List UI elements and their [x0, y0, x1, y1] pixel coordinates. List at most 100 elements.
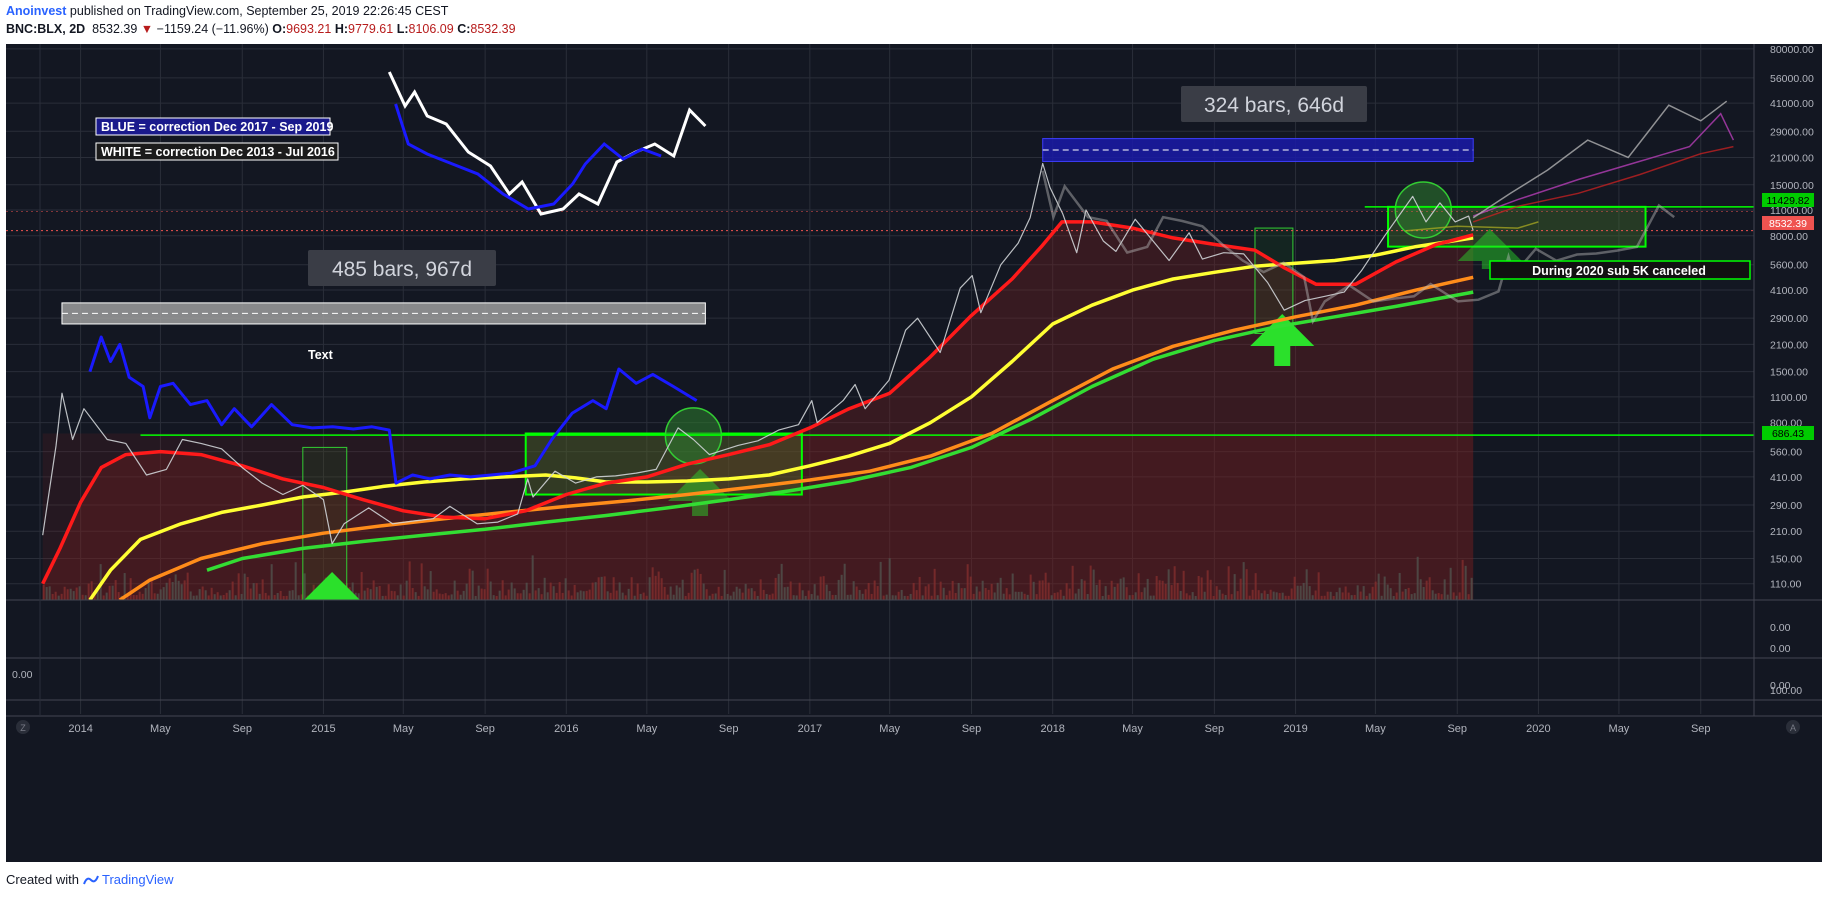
- volume-bar: [423, 586, 426, 600]
- series-blue-fractal: [88, 335, 698, 485]
- y-tick-label: 2100.00: [1770, 339, 1808, 351]
- volume-bar: [564, 578, 567, 600]
- volume-bar: [363, 590, 366, 600]
- volume-bar: [1272, 591, 1275, 600]
- volume-bar: [1269, 589, 1272, 600]
- volume-bar: [1020, 591, 1023, 600]
- volume-bar: [420, 563, 423, 600]
- legend-white[interactable]: WHITE = correction Dec 2013 - Jul 2016: [95, 142, 339, 161]
- series-ma-orange: [118, 275, 1474, 600]
- series-layer: [41, 100, 1735, 600]
- volume-bar: [1032, 581, 1035, 600]
- a-icon: A: [1790, 723, 1796, 733]
- x-tick-label: 2014: [68, 723, 92, 735]
- volume-bar: [1143, 587, 1146, 600]
- range-label-1[interactable]: 485 bars, 967d: [308, 250, 496, 286]
- volume-bar: [1377, 573, 1380, 600]
- volume-bar: [1458, 592, 1461, 600]
- volume-bar: [195, 595, 198, 600]
- volume-bar: [867, 582, 870, 600]
- volume-bar: [1278, 593, 1281, 600]
- volume-bar: [300, 594, 303, 600]
- volume-bar: [1263, 590, 1266, 600]
- zoom-reset-button[interactable]: Z: [16, 720, 30, 734]
- volume-bar: [1206, 570, 1209, 600]
- volume-bar: [879, 561, 882, 600]
- volume-bar: [714, 593, 717, 600]
- mini-blue-fractal: [394, 103, 662, 211]
- volume-bar: [834, 594, 837, 600]
- volume-bar: [555, 592, 558, 600]
- volume-bar: [1434, 593, 1437, 600]
- price-chart[interactable]: 2014 May Sep 2015 May Sep 2016 May Sep 2017 May Sep…: [6, 44, 1822, 862]
- overlay-annotations[interactable]: [387, 71, 707, 216]
- volume-bar: [159, 589, 162, 600]
- volume-bar: [426, 589, 429, 600]
- volume-bar: [687, 592, 690, 600]
- horizontal-lines[interactable]: [6, 206, 1754, 436]
- volume-bar: [54, 591, 57, 600]
- volume-bar: [63, 586, 66, 600]
- auto-scale-button[interactable]: A: [1786, 720, 1800, 734]
- volume-bar: [1083, 580, 1086, 600]
- volume-bar: [198, 589, 201, 600]
- range-label-2[interactable]: 324 bars, 646d: [1181, 86, 1367, 122]
- series-ma-red: [41, 220, 1474, 585]
- volume-bar: [1221, 593, 1224, 600]
- text-note[interactable]: Text: [308, 348, 334, 362]
- volume-bar: [1227, 566, 1230, 600]
- volume-bar: [264, 592, 267, 600]
- volume-bar: [1392, 595, 1395, 600]
- volume-bar: [1284, 595, 1287, 600]
- volume-bar: [717, 586, 720, 600]
- volume-bar: [483, 589, 486, 600]
- volume-bar: [894, 595, 897, 600]
- volume-bar: [1266, 593, 1269, 600]
- symbol[interactable]: BNC:BLX, 2D: [6, 22, 86, 36]
- projection-line-1: [1472, 145, 1734, 223]
- x-tick-label: Sep: [1691, 723, 1711, 735]
- volume-bar: [1095, 584, 1098, 600]
- volume-bar: [255, 583, 258, 600]
- volume-bar: [927, 584, 930, 600]
- volume-bar: [840, 574, 843, 600]
- volume-bar: [462, 590, 465, 600]
- volume-bar: [1035, 594, 1038, 600]
- x-tick-label: May: [879, 723, 900, 735]
- volume-bar: [189, 591, 192, 600]
- volume-bar: [768, 594, 771, 600]
- volume-bar: [531, 555, 534, 600]
- volume-bar: [639, 593, 642, 600]
- volume-bar: [81, 594, 84, 600]
- volume-bar: [1161, 580, 1164, 600]
- volume-bar: [642, 592, 645, 600]
- tradingview-link[interactable]: TradingView: [102, 872, 174, 887]
- up-arrow-2019: [1457, 229, 1522, 269]
- volume-bar: [90, 581, 93, 600]
- volume-bar: [1323, 595, 1326, 600]
- volume-bar: [1239, 578, 1242, 600]
- volume-bar: [1398, 572, 1401, 600]
- volume-bar: [897, 591, 900, 600]
- chart-container[interactable]: 2014 May Sep 2015 May Sep 2016 May Sep 2017 May Sep…: [6, 44, 1822, 862]
- z-icon: Z: [20, 723, 26, 733]
- down-arrow-icon: ▼: [140, 22, 154, 36]
- drawing-boxes[interactable]: [61, 138, 1647, 604]
- legend-blue[interactable]: BLUE = correction Dec 2017 - Sep 2019: [95, 117, 333, 136]
- volume-bar: [831, 594, 834, 600]
- volume-bar: [696, 568, 699, 600]
- sub5k-box[interactable]: During 2020 sub 5K canceled: [1489, 260, 1751, 280]
- tradingview-logo-icon: [82, 873, 99, 885]
- author-link[interactable]: Anoinvest: [6, 4, 67, 18]
- volume-bar: [1167, 569, 1170, 600]
- volume-bar: [1155, 575, 1158, 600]
- volume-bar: [900, 589, 903, 600]
- volume-bar: [225, 592, 228, 600]
- volume-bar: [780, 563, 783, 600]
- volume-bar: [579, 590, 582, 600]
- volume-bar: [1149, 595, 1152, 600]
- volume-bar: [237, 573, 240, 600]
- volume-bar: [285, 595, 288, 600]
- mini-white-fractal: [387, 71, 707, 216]
- axes: 2014 May Sep 2015 May Sep 2016 May Sep 2017 May Sep…: [6, 44, 1822, 735]
